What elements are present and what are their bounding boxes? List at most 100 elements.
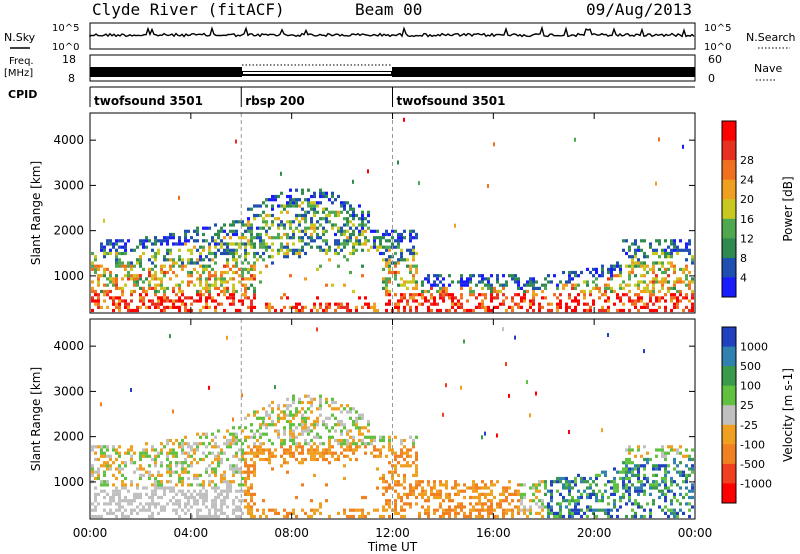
power-cell <box>259 213 262 218</box>
power-cell <box>118 286 121 290</box>
power-cell <box>478 305 481 309</box>
power-cell <box>577 302 580 306</box>
power-cell <box>478 274 481 278</box>
power-cell <box>160 277 163 281</box>
power-cell <box>232 220 235 224</box>
velocity-cell <box>232 470 235 474</box>
power-cell <box>313 226 316 230</box>
velocity-cell <box>229 442 232 446</box>
velocity-cell <box>298 442 301 446</box>
power-cell <box>379 245 382 249</box>
power-cell <box>361 232 364 237</box>
velocity-cell <box>565 505 568 509</box>
power-cell <box>676 289 679 294</box>
power-cell <box>199 289 202 294</box>
power-cell <box>205 239 208 243</box>
power-cell <box>466 299 469 303</box>
velocity-cell <box>220 511 223 515</box>
power-cell <box>178 195 180 200</box>
velocity-colorbar-swatch <box>722 327 736 348</box>
velocity-cell <box>154 489 157 493</box>
power-cell <box>247 270 250 275</box>
velocity-cell <box>286 451 289 455</box>
power-cell <box>265 302 268 306</box>
velocity-cell <box>595 483 598 487</box>
velocity-cell <box>457 492 460 496</box>
velocity-cell <box>538 480 541 484</box>
velocity-cell <box>154 492 157 496</box>
power-cell <box>622 239 625 243</box>
power-cell <box>532 293 535 297</box>
velocity-cell <box>400 508 403 512</box>
power-cell <box>517 283 520 287</box>
power-cell <box>406 299 409 303</box>
power-cell <box>367 239 370 243</box>
power-cell <box>295 248 298 252</box>
power-cell <box>601 274 604 278</box>
power-cell <box>337 251 340 256</box>
power-cell <box>421 293 424 297</box>
power-cell <box>262 226 265 230</box>
power-colorbar-swatch <box>722 179 736 200</box>
velocity-cell <box>394 467 397 471</box>
power-cell <box>199 296 202 300</box>
power-cell <box>220 229 223 233</box>
power-cell <box>199 283 202 287</box>
velocity-cell <box>394 451 397 455</box>
velocity-cell <box>568 492 571 496</box>
velocity-cell <box>250 435 253 439</box>
velocity-cell <box>394 502 397 506</box>
velocity-cell <box>181 442 184 446</box>
power-cell <box>688 239 691 243</box>
power-cell <box>595 283 598 287</box>
cpid-segment-label: twofsound 3501 <box>397 94 506 108</box>
power-cell <box>112 277 115 281</box>
power-cell <box>145 289 148 294</box>
power-cell <box>136 305 139 309</box>
velocity-cell <box>412 438 415 443</box>
velocity-cell <box>250 495 253 500</box>
power-cell <box>247 277 250 281</box>
power-cell <box>217 286 220 290</box>
power-cell <box>106 289 109 294</box>
power-cell <box>310 217 313 221</box>
power-cell <box>283 204 286 208</box>
velocity-cell <box>424 489 427 493</box>
power-cell <box>655 296 658 300</box>
velocity-cell <box>115 489 118 493</box>
velocity-cell <box>304 511 307 515</box>
power-cell <box>115 305 118 309</box>
power-cell <box>628 283 631 287</box>
velocity-cell <box>106 492 109 496</box>
velocity-cell <box>397 492 400 496</box>
power-cell <box>667 261 670 265</box>
power-cell <box>556 296 559 300</box>
velocity-cell <box>496 514 499 519</box>
power-cell <box>334 302 337 306</box>
velocity-cell <box>223 451 226 455</box>
power-cell <box>397 308 400 313</box>
power-cell <box>106 293 109 297</box>
power-cell <box>286 194 289 199</box>
power-cell <box>280 296 283 300</box>
power-cell <box>175 261 178 265</box>
velocity-cell <box>355 457 358 462</box>
velocity-cell <box>631 470 634 474</box>
power-cell <box>610 274 613 278</box>
velocity-cell <box>286 470 289 474</box>
velocity-cell <box>283 413 286 417</box>
power-cell <box>178 258 181 262</box>
power-cell <box>214 305 217 309</box>
power-cell <box>673 296 676 300</box>
freq-bar-right <box>392 67 695 77</box>
velocity-cell <box>631 502 634 506</box>
velocity-cell <box>661 448 664 452</box>
power-cell <box>91 261 94 265</box>
power-y-tick-label: 4000 <box>53 133 84 147</box>
velocity-cell <box>673 461 676 465</box>
power-cell <box>325 220 328 224</box>
power-cell <box>421 280 424 284</box>
power-cell <box>97 264 100 268</box>
power-cell <box>451 293 454 297</box>
velocity-cell <box>571 511 574 515</box>
